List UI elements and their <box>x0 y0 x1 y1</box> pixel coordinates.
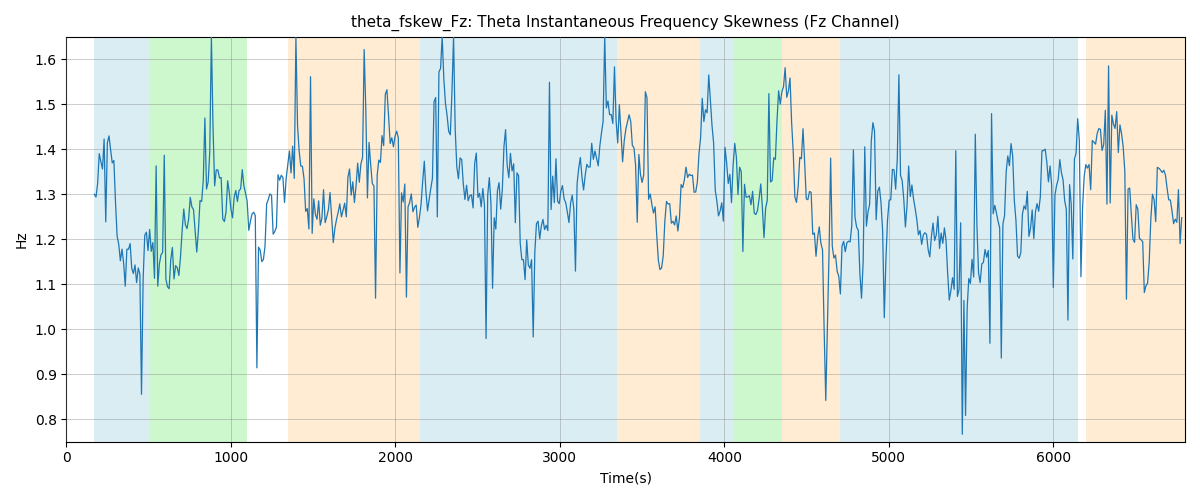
Bar <box>618 36 700 442</box>
Bar <box>95 36 149 442</box>
Bar <box>288 36 420 442</box>
Bar <box>700 36 733 442</box>
Bar <box>782 36 840 442</box>
X-axis label: Time(s): Time(s) <box>600 471 652 485</box>
Title: theta_fskew_Fz: Theta Instantaneous Frequency Skewness (Fz Channel): theta_fskew_Fz: Theta Instantaneous Freq… <box>352 15 900 31</box>
Bar <box>840 36 1078 442</box>
Bar <box>733 36 782 442</box>
Bar <box>149 36 247 442</box>
Bar <box>1086 36 1186 442</box>
Y-axis label: Hz: Hz <box>16 230 29 248</box>
Bar <box>420 36 618 442</box>
